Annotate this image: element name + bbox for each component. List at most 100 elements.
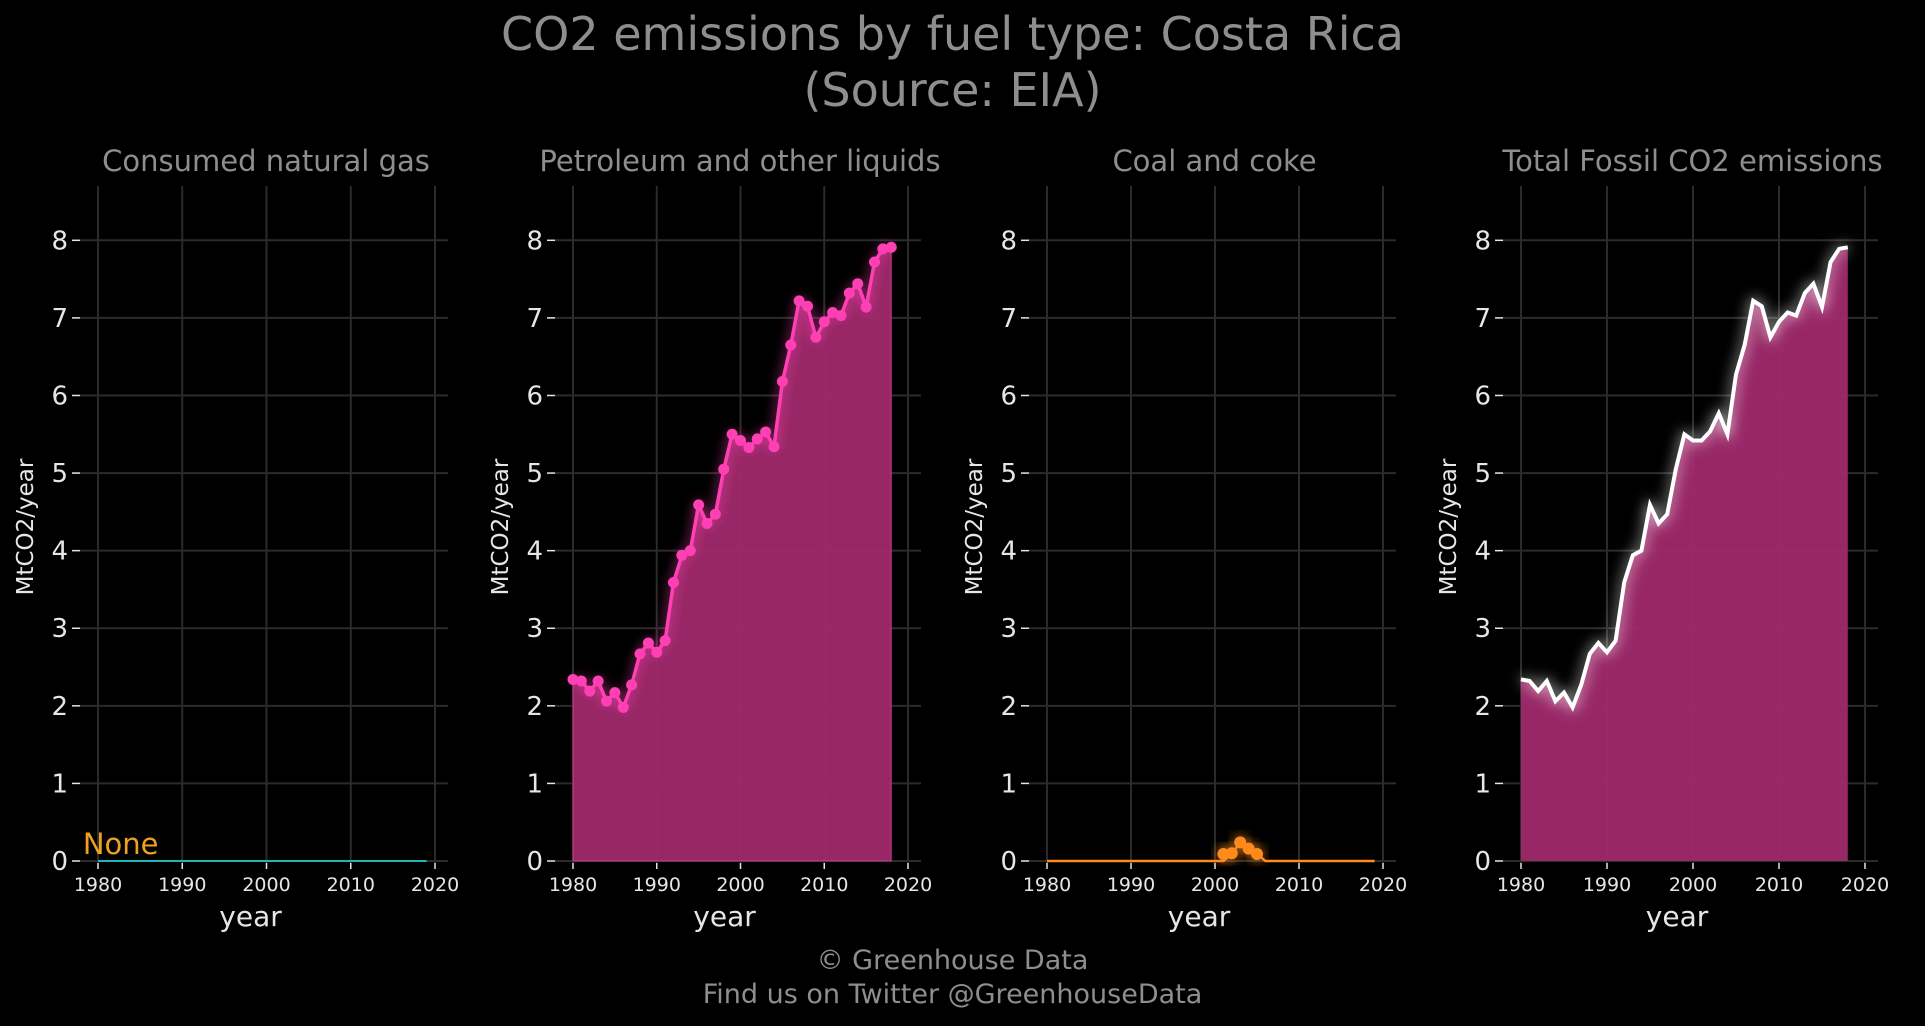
data-point bbox=[793, 295, 805, 307]
y-tick-label: 4 bbox=[1474, 537, 1491, 567]
data-point bbox=[768, 441, 780, 453]
x-tick-label: 2000 bbox=[1191, 874, 1239, 896]
x-tick-label: 1980 bbox=[1023, 874, 1071, 896]
y-tick-label: 6 bbox=[1474, 381, 1491, 411]
x-tick-label: 2010 bbox=[327, 874, 375, 896]
y-tick-label: 3 bbox=[1000, 614, 1017, 644]
data-point bbox=[601, 695, 612, 707]
panel-3: 0 1 2 3 4 5 6 7 8 1980 1990 2000 2010 2020 Coal and co… bbox=[962, 144, 1407, 933]
data-point bbox=[701, 518, 713, 529]
panel-title: Total Fossil CO2 emissions bbox=[1501, 144, 1882, 178]
x-tick-label: 2010 bbox=[800, 874, 848, 896]
data-point bbox=[843, 287, 855, 299]
x-tick-label: 2010 bbox=[1275, 874, 1323, 896]
y-tick-label: 7 bbox=[526, 304, 543, 334]
data-point bbox=[776, 376, 788, 388]
data-area bbox=[1521, 247, 1848, 862]
y-tick-label: 5 bbox=[1474, 459, 1491, 489]
x-tick-label: 2020 bbox=[411, 874, 459, 896]
data-point bbox=[835, 310, 847, 322]
y-tick-label: 1 bbox=[526, 769, 543, 799]
data-point bbox=[693, 499, 705, 511]
data-point bbox=[718, 463, 730, 475]
data-area bbox=[572, 246, 893, 862]
data-point bbox=[659, 635, 671, 647]
data-point bbox=[651, 646, 663, 658]
y-tick-label: 2 bbox=[1000, 692, 1017, 722]
y-tick-label: 8 bbox=[51, 226, 68, 256]
y-tick-label: 2 bbox=[51, 692, 68, 722]
footer-copyright: © Greenhouse Data bbox=[816, 945, 1089, 976]
data-point bbox=[609, 687, 621, 699]
panel-2: 0 1 2 3 4 5 6 7 8 1980 1990 2000 2010 2020 Petroleum a… bbox=[488, 144, 941, 933]
y-tick-label: 8 bbox=[1000, 226, 1017, 256]
x-tick-label: 1990 bbox=[158, 874, 206, 896]
x-axis-label: year bbox=[693, 900, 756, 933]
data-point bbox=[860, 301, 872, 313]
footer: © Greenhouse Data Find us on Twitter @Gr… bbox=[0, 944, 1905, 1012]
data-point bbox=[668, 576, 679, 588]
y-tick-label: 3 bbox=[51, 614, 68, 644]
y-axis-label: MtCO2/year bbox=[488, 458, 514, 595]
y-tick-label: 3 bbox=[526, 614, 543, 644]
data-point bbox=[584, 685, 596, 697]
data-point bbox=[802, 300, 813, 312]
data-point bbox=[617, 701, 629, 713]
data-point bbox=[735, 434, 746, 446]
data-point bbox=[1251, 848, 1263, 861]
y-tick-label: 2 bbox=[1474, 692, 1491, 722]
data-point bbox=[575, 675, 587, 687]
data-point bbox=[726, 428, 738, 440]
data-point bbox=[877, 243, 889, 255]
panel-title: Coal and coke bbox=[1112, 144, 1316, 178]
data-point bbox=[676, 549, 688, 561]
y-tick-label: 0 bbox=[51, 847, 68, 877]
y-tick-label: 4 bbox=[51, 537, 68, 567]
y-tick-label: 8 bbox=[526, 226, 543, 256]
y-tick-label: 5 bbox=[1000, 459, 1017, 489]
data-line bbox=[1047, 840, 1375, 863]
data-point bbox=[626, 679, 638, 691]
data-point bbox=[634, 648, 646, 660]
x-tick-label: 2000 bbox=[1669, 874, 1717, 896]
footer-twitter: Find us on Twitter @GreenhouseData bbox=[702, 979, 1203, 1010]
x-tick-label: 1990 bbox=[633, 874, 681, 896]
panel-title: Petroleum and other liquids bbox=[539, 144, 940, 178]
x-tick-label: 2000 bbox=[716, 874, 764, 896]
x-tick-label: 1980 bbox=[549, 874, 597, 896]
x-axis-label: year bbox=[1168, 900, 1231, 933]
x-tick-label: 2020 bbox=[1359, 874, 1407, 896]
data-point bbox=[869, 256, 880, 268]
data-point bbox=[1225, 847, 1238, 860]
data-point bbox=[592, 675, 604, 687]
y-tick-label: 2 bbox=[526, 692, 543, 722]
chart-title: CO2 emissions by fuel type: Costa Rica (… bbox=[0, 6, 1905, 118]
y-tick-label: 1 bbox=[51, 769, 68, 799]
x-axis-label: year bbox=[1646, 900, 1709, 933]
y-tick-label: 1 bbox=[1000, 769, 1017, 799]
y-tick-label: 6 bbox=[51, 381, 68, 411]
x-tick-label: 1980 bbox=[74, 874, 122, 896]
x-tick-label: 2020 bbox=[1841, 874, 1889, 896]
y-tick-label: 7 bbox=[1000, 304, 1017, 334]
y-tick-label: 8 bbox=[1474, 226, 1491, 256]
chart-title-line2: (Source: EIA) bbox=[803, 63, 1102, 117]
data-point bbox=[567, 673, 579, 685]
y-tick-label: 7 bbox=[1474, 304, 1491, 334]
data-point bbox=[642, 637, 654, 649]
data-point bbox=[751, 433, 763, 445]
data-point bbox=[684, 545, 696, 557]
none-annotation: None bbox=[83, 827, 159, 861]
x-tick-label: 1990 bbox=[1583, 874, 1631, 896]
data-point bbox=[827, 306, 839, 318]
data-point bbox=[810, 331, 822, 343]
data-point bbox=[852, 278, 864, 290]
data-point bbox=[709, 508, 721, 520]
y-tick-label: 6 bbox=[1000, 381, 1017, 411]
y-axis-label: MtCO2/year bbox=[1436, 458, 1462, 595]
panel-1: 0 1 2 3 4 5 6 7 8 1980 1990 2000 2010 2020 Consumed na… bbox=[13, 144, 459, 933]
y-tick-label: 6 bbox=[526, 381, 543, 411]
y-axis-label: MtCO2/year bbox=[13, 458, 39, 595]
x-tick-label: 2010 bbox=[1755, 874, 1803, 896]
chart-title-line1: CO2 emissions by fuel type: Costa Rica bbox=[501, 7, 1404, 61]
